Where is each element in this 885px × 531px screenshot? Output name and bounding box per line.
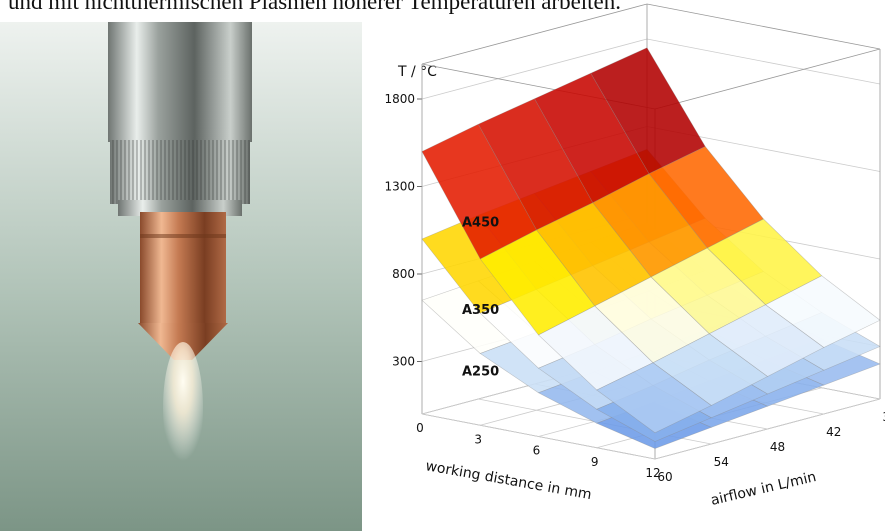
- plasma-jet: [163, 342, 203, 474]
- knurl-texture: [110, 140, 250, 204]
- x-tick-label: 0: [416, 421, 424, 435]
- figure: und mit nichtthermischen Plasmen höherer…: [0, 0, 885, 531]
- x-tick-label: 3: [474, 432, 482, 446]
- y-tick-label: 60: [657, 470, 672, 484]
- y-axis-title: airflow in L/min: [709, 469, 817, 509]
- header-text: und mit nichtthermischen Plasmen höherer…: [8, 0, 621, 14]
- tip-groove: [140, 234, 226, 238]
- surface-label: A250: [462, 364, 499, 379]
- box-edge: [647, 4, 880, 49]
- z-axis-title: T / °C: [397, 64, 437, 80]
- page: und mit nichtthermischen Plasmen höherer…: [0, 0, 885, 531]
- box-edge: [655, 49, 880, 109]
- z-tick-label: 300: [392, 355, 415, 369]
- z-tick-label: 1800: [384, 92, 415, 106]
- z-tick-label: 1300: [384, 180, 415, 194]
- copper-tip: [140, 212, 226, 324]
- y-tick-label: 42: [826, 425, 841, 439]
- surface-chart: T / °C working distance in mm airflow in…: [384, 4, 885, 509]
- surface-label: A450: [462, 216, 499, 231]
- nozzle-body: [108, 22, 252, 142]
- photo: [0, 22, 362, 531]
- x-axis-title: working distance in mm: [424, 458, 592, 503]
- x-tick-label: 9: [591, 455, 599, 469]
- surface-label: A350: [462, 303, 499, 318]
- x-tick-label: 6: [533, 444, 541, 458]
- y-tick-label: 48: [770, 440, 785, 454]
- z-tick-label: 800: [392, 267, 415, 281]
- y-tick-label: 54: [714, 455, 729, 469]
